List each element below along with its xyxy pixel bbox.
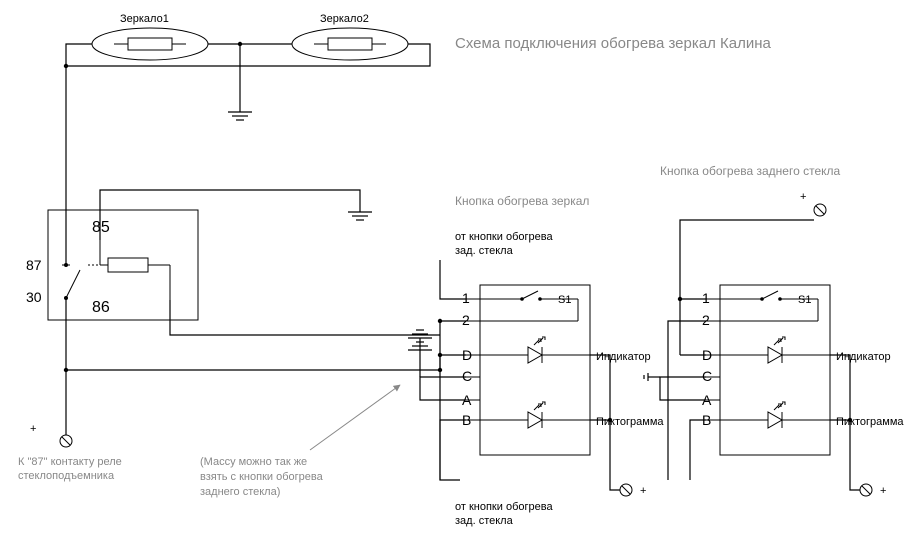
button-rear: 1 2 D C A B Индикатор Пиктограмма xyxy=(702,285,904,455)
relay xyxy=(48,210,198,320)
mirror1-label: Зеркало1 xyxy=(120,13,169,25)
btn1-pinC: C xyxy=(462,368,472,384)
plus-left: + xyxy=(30,423,36,435)
btn-mirror-note1: от кнопки обогрева xyxy=(455,231,553,243)
btn2-pinC: C xyxy=(702,368,712,384)
mirror2 xyxy=(292,28,408,60)
btn-rear-title: Кнопка обогрева заднего стекла xyxy=(660,164,841,178)
screw-btn2-plus xyxy=(860,484,872,496)
button-mirror: 1 2 D C A B Индикатор Пиктограмма xyxy=(462,285,664,455)
mass-note-3: заднего стекла) xyxy=(200,486,280,498)
mass-note-2: взять с кнопки обогрева xyxy=(200,471,324,483)
btn1-pin1: 1 xyxy=(462,290,470,306)
btn1-from2: зад. стекла xyxy=(455,515,514,527)
mirror1 xyxy=(92,28,208,60)
relay-pin-86: 86 xyxy=(92,299,110,316)
btn2-pin2: 2 xyxy=(702,312,710,328)
screw-btn1-plus xyxy=(620,484,632,496)
ground-relay xyxy=(348,200,372,220)
btn1-pin2: 2 xyxy=(462,312,470,328)
plus-btn1: + xyxy=(640,485,646,497)
screw-terminal-30 xyxy=(60,435,72,447)
ground-btn1 xyxy=(408,330,432,350)
btn2-pin1: 1 xyxy=(702,290,710,306)
mass-note-1: (Массу можно так же xyxy=(200,456,307,468)
diagram-title: Схема подключения обогрева зеркал Калина xyxy=(455,35,772,52)
screw-top-right xyxy=(814,204,826,216)
plus-top-right: + xyxy=(800,191,806,203)
btn1-from1: от кнопки обогрева xyxy=(455,501,553,513)
mirror2-label: Зеркало2 xyxy=(320,13,369,25)
btn2-pic: Пиктограмма xyxy=(836,416,904,428)
btn1-pic: Пиктограмма xyxy=(596,416,664,428)
plus-btn2: + xyxy=(880,485,886,497)
btn-mirror-note2: зад. стекла xyxy=(455,245,514,257)
btn-mirror-title: Кнопка обогрева зеркал xyxy=(455,194,589,208)
btn1-ind: Индикатор xyxy=(596,351,651,363)
ground-top xyxy=(228,100,252,120)
btn2-ind: Индикатор xyxy=(836,351,891,363)
to87-line2: стеклоподъемника xyxy=(18,470,115,482)
relay-pin-30: 30 xyxy=(26,289,42,305)
to87-line1: К "87" контакту реле xyxy=(18,456,122,468)
relay-pin-85: 85 xyxy=(92,219,110,236)
arrow-mass-note xyxy=(310,385,400,450)
relay-pin-87: 87 xyxy=(26,257,42,273)
